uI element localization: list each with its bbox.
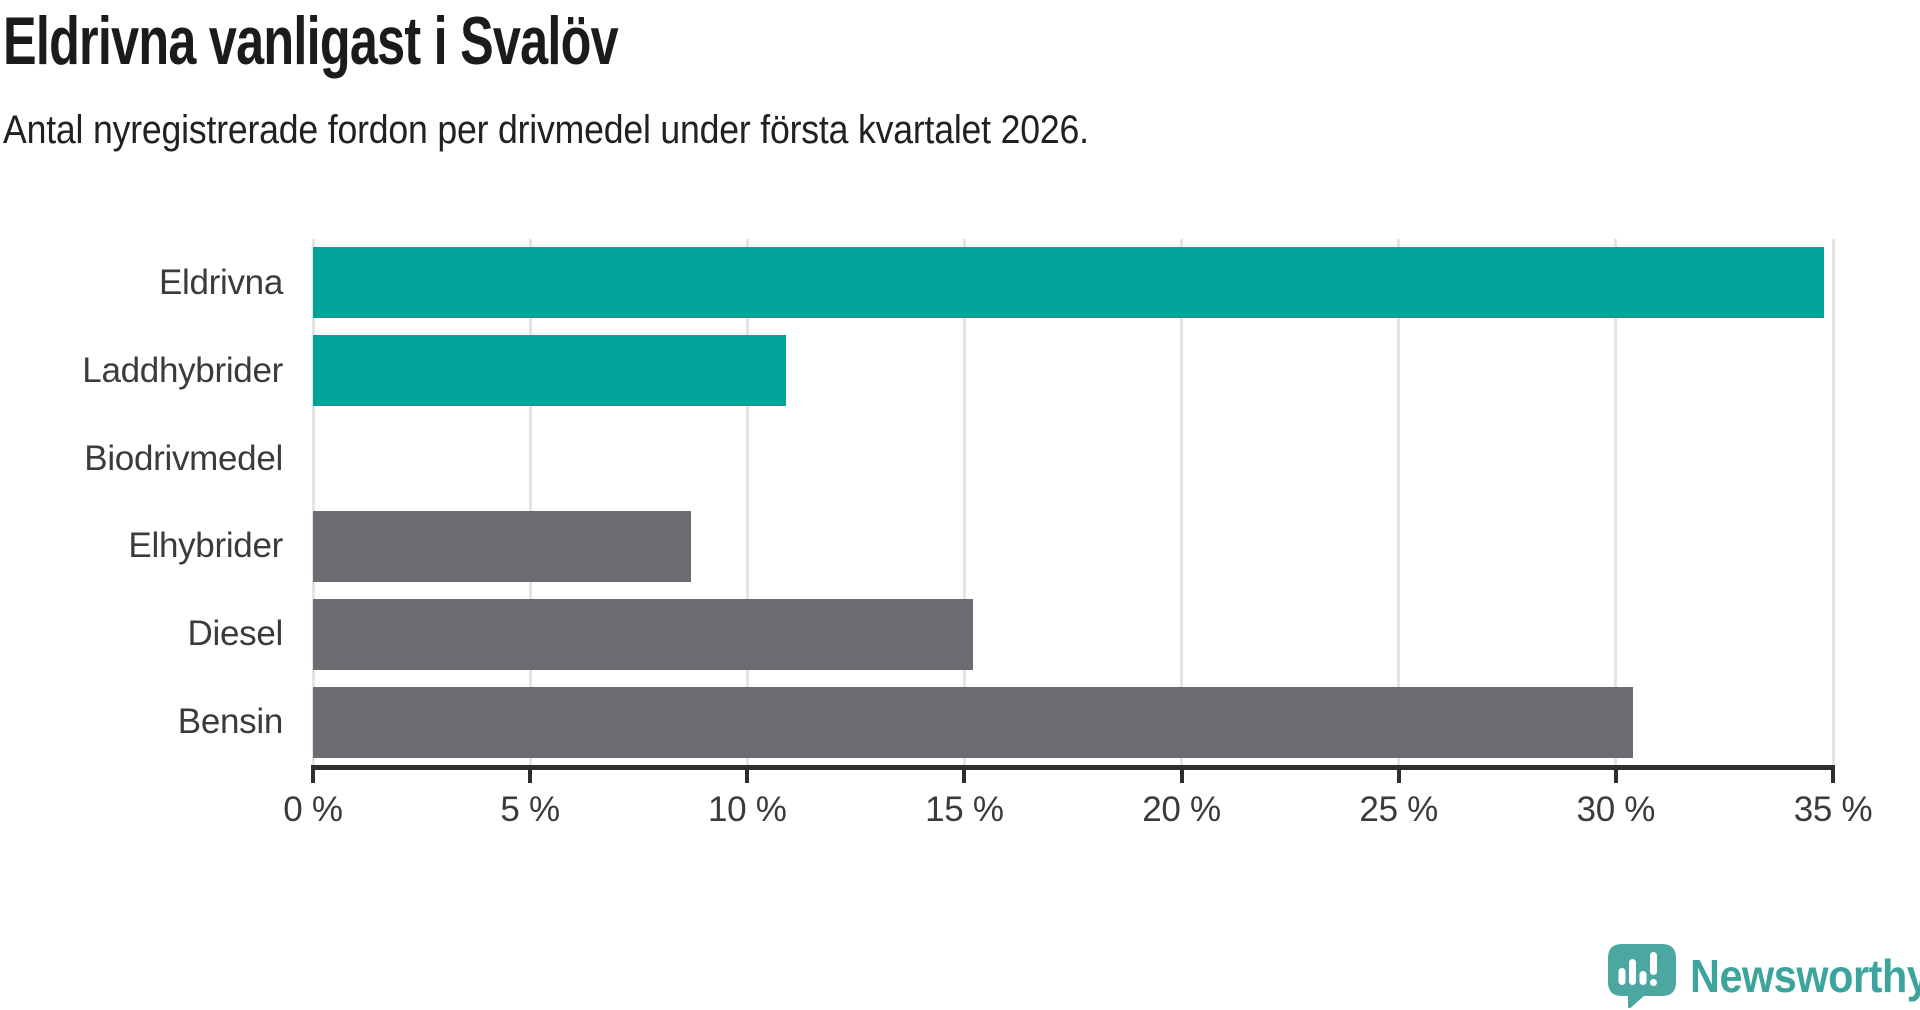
x-axis-tick <box>311 770 315 783</box>
x-tick-label: 35 % <box>1793 790 1873 829</box>
newsworthy-branding: Newsworthy <box>1608 944 1920 1008</box>
y-axis-label: Diesel <box>187 614 284 654</box>
bar-diesel <box>313 598 974 670</box>
x-tick-label: 15 % <box>925 790 1004 829</box>
x-axis-tick <box>1613 770 1618 783</box>
bar-laddhybrider <box>313 335 787 407</box>
y-axis-label: Biodrivmedel <box>84 438 283 478</box>
x-tick-label: 0 % <box>283 790 343 829</box>
gridline <box>528 239 532 765</box>
x-axis-tick <box>1396 770 1401 783</box>
y-axis-label: Eldrivna <box>158 262 283 302</box>
gridline <box>1397 239 1401 765</box>
gridline <box>1831 239 1835 765</box>
newsworthy-logo-text: Newsworthy <box>1690 950 1920 1002</box>
chart-subtitle: Antal nyregistrerade fordon per drivmede… <box>3 108 1089 152</box>
bar-bensin <box>313 686 1634 758</box>
x-axis-line <box>311 765 1835 770</box>
x-tick-label: 20 % <box>1142 790 1221 829</box>
gridline <box>1180 239 1184 765</box>
gridline <box>1614 239 1618 765</box>
x-axis-tick <box>1831 770 1835 783</box>
newsworthy-logo-icon <box>1608 944 1676 1008</box>
gridline <box>311 239 315 765</box>
chart-title: Eldrivna vanligast i Svalöv <box>3 3 619 79</box>
x-axis-tick <box>745 770 750 783</box>
x-tick-label: 10 % <box>707 790 787 829</box>
x-axis-tick <box>962 770 967 783</box>
x-axis-tick <box>1179 770 1184 783</box>
x-tick-label: 5 % <box>500 790 560 829</box>
gridline <box>745 239 749 765</box>
y-axis-label: Laddhybrider <box>82 350 283 390</box>
x-tick-label: 25 % <box>1359 790 1438 829</box>
y-axis-label: Bensin <box>177 702 284 742</box>
x-tick-label: 30 % <box>1576 790 1656 829</box>
bar-elhybrider <box>313 510 691 582</box>
x-axis-tick <box>528 770 533 783</box>
y-axis-label: Elhybrider <box>128 526 283 566</box>
gridline <box>962 239 966 765</box>
bar-eldrivna <box>313 247 1825 319</box>
